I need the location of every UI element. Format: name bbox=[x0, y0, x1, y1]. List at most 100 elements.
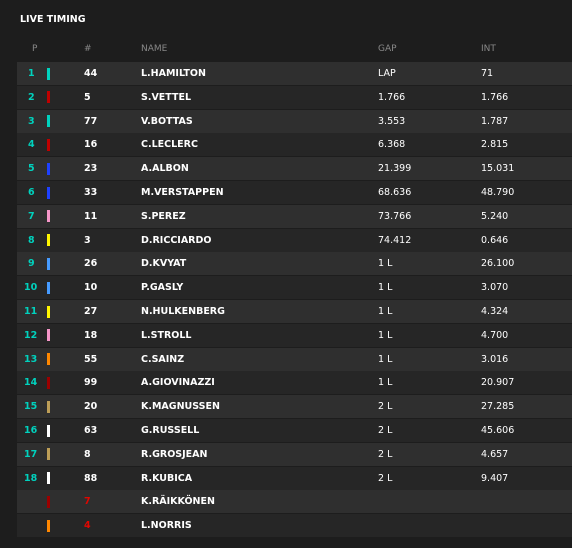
driver-name: P.GASLY bbox=[141, 282, 184, 294]
row bbox=[17, 442, 572, 466]
team-color bbox=[47, 234, 50, 247]
gap: 1 L bbox=[378, 306, 393, 317]
driver-name: C.SAINZ bbox=[141, 353, 185, 365]
interval: 5.240 bbox=[481, 210, 509, 222]
row bbox=[17, 490, 572, 514]
row bbox=[17, 252, 572, 276]
gap: 1 L bbox=[378, 258, 393, 270]
gap: 1 L bbox=[378, 377, 393, 389]
row bbox=[17, 323, 572, 347]
column-header: P bbox=[32, 44, 38, 54]
car-number: 4 bbox=[84, 520, 91, 532]
driver-name: M.VERSTAPPEN bbox=[141, 187, 224, 198]
team-color bbox=[47, 495, 50, 508]
position: 15 bbox=[24, 401, 38, 413]
driver-name: L.HAMILTON bbox=[141, 68, 206, 79]
gap: 21.399 bbox=[378, 163, 412, 175]
car-number: 55 bbox=[84, 353, 98, 365]
row bbox=[17, 181, 572, 204]
team-color bbox=[47, 400, 50, 413]
row bbox=[17, 371, 572, 395]
car-number: 8 bbox=[84, 448, 91, 460]
gap: 2 L bbox=[378, 472, 393, 484]
driver-name: S.PEREZ bbox=[141, 210, 186, 222]
column-header: GAP bbox=[378, 44, 397, 54]
driver-name: D.RICCIARDO bbox=[141, 234, 212, 246]
position: 4 bbox=[28, 139, 35, 151]
team-color bbox=[47, 448, 50, 461]
row bbox=[17, 228, 572, 252]
team-color bbox=[47, 472, 50, 485]
gap: 1 L bbox=[378, 353, 393, 365]
driver-name: A.ALBON bbox=[141, 163, 189, 175]
gap: 1.766 bbox=[378, 91, 406, 103]
team-color bbox=[47, 138, 50, 151]
driver-name: D.KVYAT bbox=[141, 258, 187, 270]
position: 2 bbox=[28, 91, 35, 103]
car-number: 18 bbox=[84, 329, 98, 341]
position: 13 bbox=[24, 353, 38, 365]
team-color bbox=[47, 162, 50, 175]
driver-name: C.LECLERC bbox=[141, 139, 198, 151]
team-color bbox=[47, 91, 50, 104]
driver-name: R.GROSJEAN bbox=[141, 448, 208, 460]
team-color bbox=[47, 281, 50, 294]
position: 12 bbox=[24, 329, 38, 341]
car-number: 11 bbox=[84, 210, 98, 222]
column-header: # bbox=[84, 44, 92, 54]
row bbox=[17, 514, 572, 538]
row bbox=[17, 109, 572, 133]
row bbox=[17, 62, 572, 85]
team-color bbox=[47, 424, 50, 437]
interval: 2.815 bbox=[481, 139, 509, 151]
team-color bbox=[47, 353, 50, 366]
position: 11 bbox=[24, 306, 38, 317]
car-number: 20 bbox=[84, 401, 98, 413]
position: 14 bbox=[24, 377, 38, 389]
gap: 2 L bbox=[378, 448, 393, 460]
position: 18 bbox=[24, 472, 38, 484]
position: 10 bbox=[24, 282, 38, 294]
position: 9 bbox=[28, 258, 35, 270]
position: 5 bbox=[28, 163, 35, 175]
driver-name: A.GIOVINAZZI bbox=[141, 377, 215, 389]
title: LIVE TIMING bbox=[20, 14, 86, 25]
position: 7 bbox=[28, 210, 35, 222]
team-color bbox=[47, 67, 50, 80]
driver-name: K.RÄIKKÖNEN bbox=[141, 496, 215, 508]
interval: 4.700 bbox=[481, 329, 509, 341]
driver-name: L.NORRIS bbox=[141, 520, 192, 532]
gap: 73.766 bbox=[378, 210, 412, 222]
gap: 2 L bbox=[378, 425, 393, 436]
interval: 1.766 bbox=[481, 91, 509, 103]
position: 1 bbox=[28, 68, 35, 79]
column-header: NAME bbox=[141, 44, 168, 54]
gap: 6.368 bbox=[378, 139, 406, 151]
interval: 48.790 bbox=[481, 187, 515, 198]
position: 8 bbox=[28, 234, 35, 246]
interval: 4.657 bbox=[481, 448, 509, 460]
interval: 27.285 bbox=[481, 401, 515, 413]
interval: 45.606 bbox=[481, 425, 515, 436]
car-number: 10 bbox=[84, 282, 98, 294]
driver-name: L.STROLL bbox=[141, 329, 192, 341]
position: 3 bbox=[28, 115, 35, 127]
driver-name: S.VETTEL bbox=[141, 91, 192, 103]
driver-name: R.KUBICA bbox=[141, 472, 193, 484]
gap: 68.636 bbox=[378, 187, 412, 198]
interval: 26.100 bbox=[481, 258, 515, 270]
interval: 3.016 bbox=[481, 353, 509, 365]
gap: 1 L bbox=[378, 282, 393, 294]
car-number: 99 bbox=[84, 377, 98, 389]
car-number: 3 bbox=[84, 234, 91, 246]
position: 17 bbox=[24, 448, 38, 460]
interval: 71 bbox=[481, 68, 494, 79]
row bbox=[17, 157, 572, 181]
car-number: 26 bbox=[84, 258, 98, 270]
car-number: 23 bbox=[84, 163, 98, 175]
gap: 74.412 bbox=[378, 234, 412, 246]
team-color bbox=[47, 329, 50, 342]
driver-name: G.RUSSELL bbox=[141, 425, 200, 436]
interval: 4.324 bbox=[481, 306, 509, 317]
